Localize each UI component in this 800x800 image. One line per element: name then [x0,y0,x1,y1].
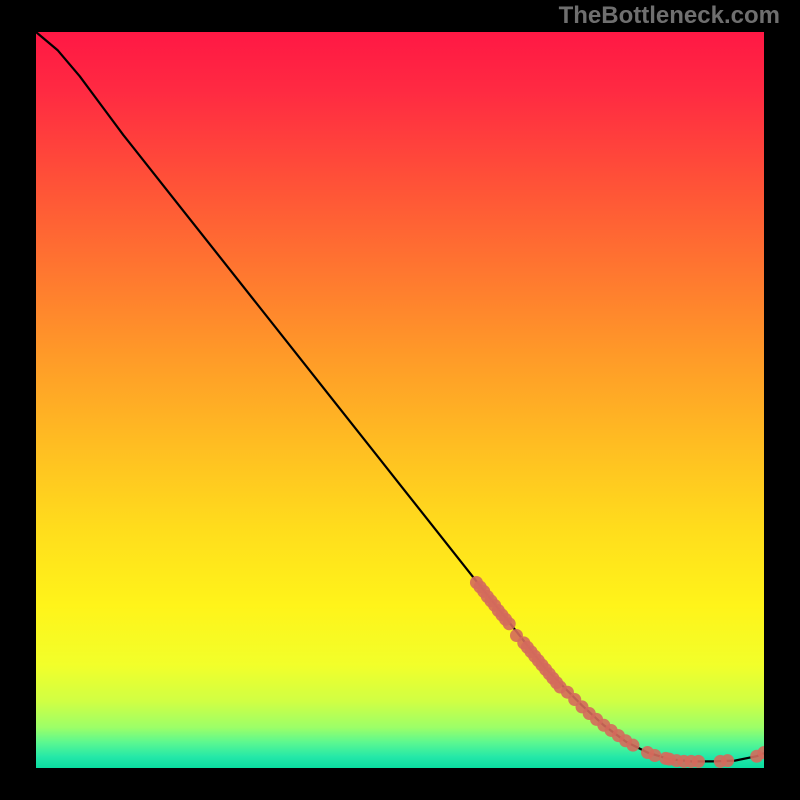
plot-area [36,32,764,768]
gradient-background [36,32,764,768]
data-marker [626,739,639,752]
data-marker [721,754,734,767]
watermark-text: TheBottleneck.com [559,2,780,30]
data-marker [692,755,705,768]
chart-frame: TheBottleneck.com [0,0,800,800]
data-marker [648,749,661,762]
data-marker [503,617,516,630]
chart-svg [36,32,764,768]
